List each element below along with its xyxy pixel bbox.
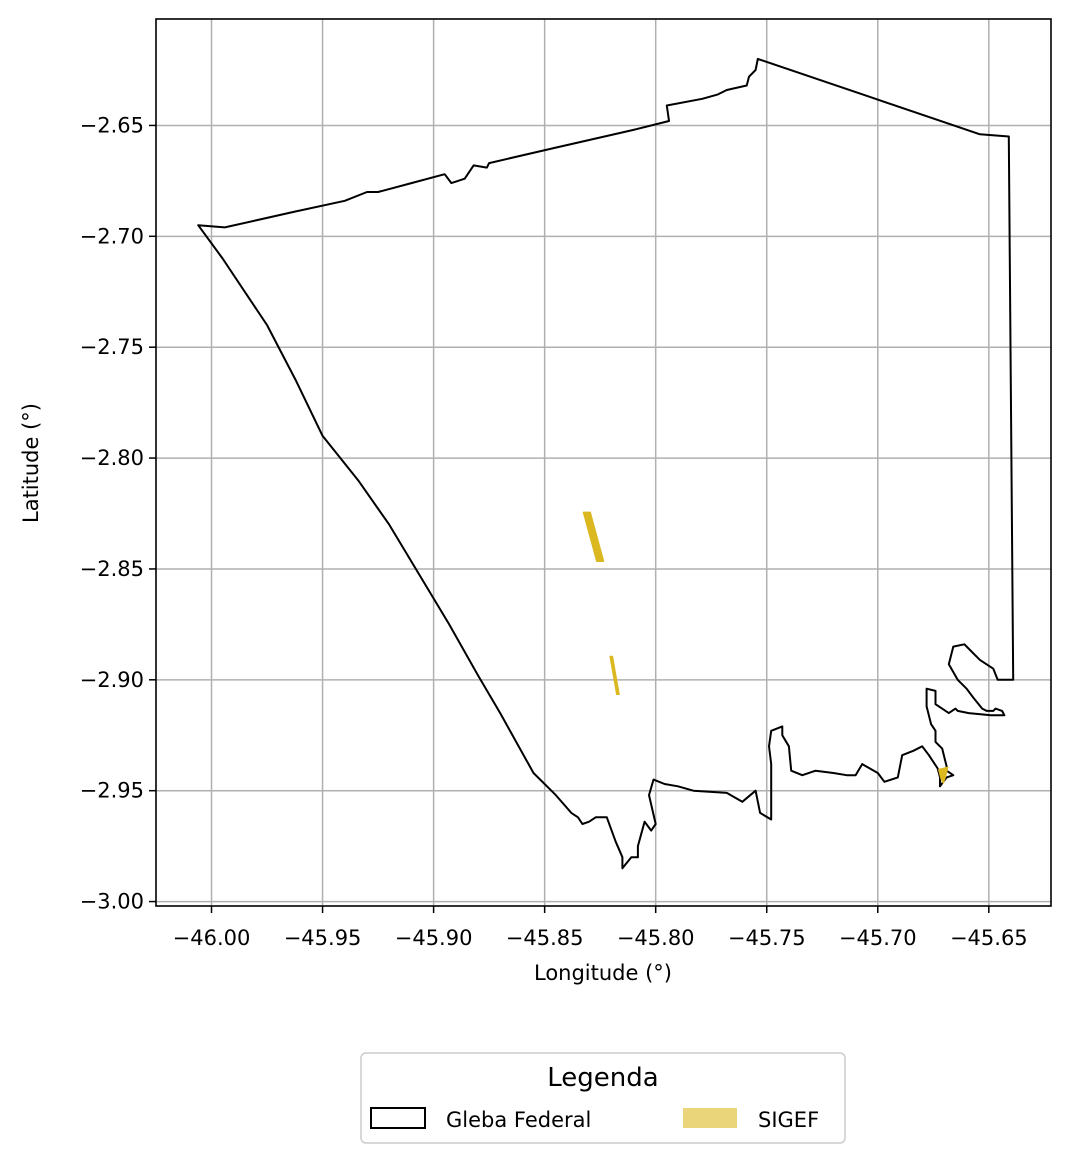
y-tick-label: −2.70 — [80, 224, 144, 248]
gleba-federal-polygon — [197, 57, 1015, 870]
y-tick-label: −3.00 — [80, 890, 144, 914]
y-tick-label: −2.75 — [80, 335, 144, 359]
x-tick-label: −45.70 — [839, 926, 917, 950]
legend-label-gleba: Gleba Federal — [446, 1108, 591, 1132]
sigef-parcel — [938, 766, 949, 784]
legend-swatch-sigef — [683, 1108, 737, 1128]
y-tick-label: −2.80 — [80, 446, 144, 470]
sigef-parcel — [609, 655, 620, 695]
x-tick-label: −45.90 — [395, 926, 473, 950]
x-tick-label: −45.75 — [728, 926, 806, 950]
sigef-parcel — [582, 511, 605, 562]
x-tick-label: −45.65 — [950, 926, 1028, 950]
legend-title: Legenda — [547, 1063, 658, 1093]
x-tick-label: −45.95 — [284, 926, 362, 950]
plot-frame — [155, 18, 1052, 907]
x-tick-label: −45.85 — [506, 926, 584, 950]
x-tick-label: −46.00 — [173, 926, 251, 950]
x-axis-title: Longitude (°) — [534, 961, 672, 985]
grid-lines — [156, 19, 1051, 906]
y-tick-label: −2.95 — [80, 779, 144, 803]
y-tick-label: −2.65 — [80, 113, 144, 137]
y-axis-title: Latitude (°) — [19, 403, 43, 523]
y-axis: −2.65 −2.70 −2.75 −2.80 −2.85 −2.90 −2.95 −3.00 — [80, 113, 156, 914]
y-tick-label: −2.85 — [80, 557, 144, 581]
legend: Legenda Gleba Federal SIGEF — [360, 1052, 846, 1144]
x-tick-label: −45.80 — [617, 926, 695, 950]
legend-label-sigef: SIGEF — [758, 1108, 819, 1132]
y-tick-label: −2.90 — [80, 668, 144, 692]
legend-swatch-gleba — [370, 1107, 426, 1129]
x-axis: −46.00 −45.95 −45.90 −45.85 −45.80 −45.75 −45.… — [173, 906, 1028, 950]
map-layers — [197, 57, 1015, 870]
